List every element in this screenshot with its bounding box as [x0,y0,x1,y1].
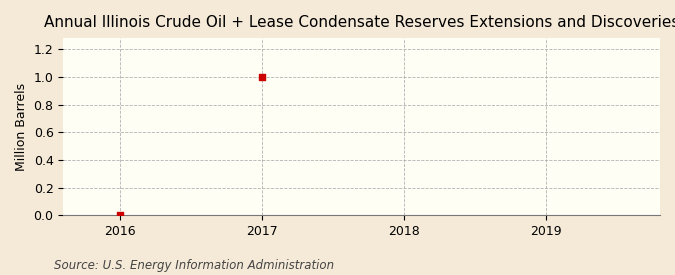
Point [256,75,267,79]
Title: Annual Illinois Crude Oil + Lease Condensate Reserves Extensions and Discoveries: Annual Illinois Crude Oil + Lease Conden… [44,15,675,30]
Y-axis label: Million Barrels: Million Barrels [15,82,28,171]
Text: Source: U.S. Energy Information Administration: Source: U.S. Energy Information Administ… [54,259,334,272]
Point [115,213,126,218]
